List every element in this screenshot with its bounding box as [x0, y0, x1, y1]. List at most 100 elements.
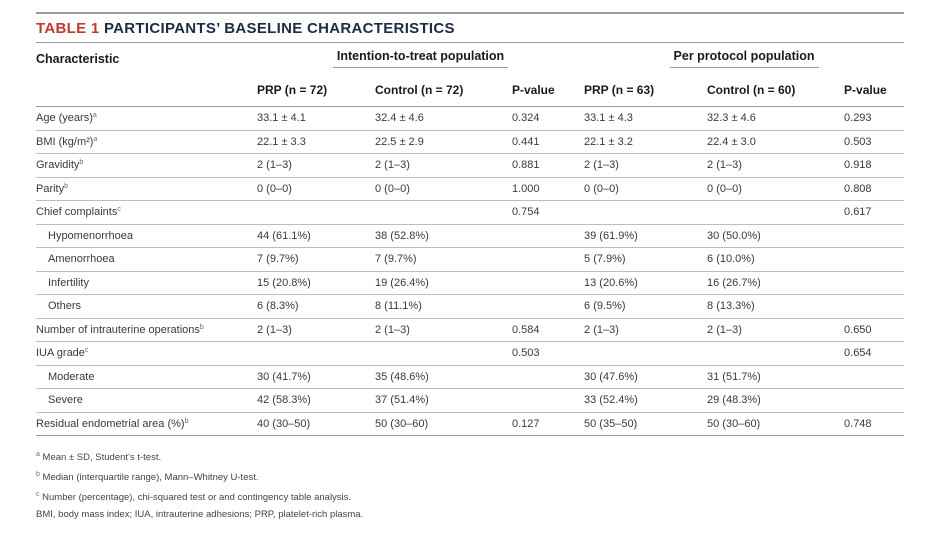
- table-cell: 50 (35–50): [584, 412, 708, 436]
- table-row: Parityb 0 (0–0) 0 (0–0) 1.000 0 (0–0) 0 (0–0)…: [36, 177, 905, 201]
- table-cell: [844, 224, 905, 248]
- table-cell: 0 (0–0): [375, 177, 512, 201]
- table-cell: [844, 294, 905, 319]
- row-label-cell: Others: [36, 294, 257, 319]
- row-label: Amenorrhoea: [48, 253, 115, 266]
- table-row: Amenorrhoea 7 (9.7%) 7 (9.7%) 5 (7.9%) 6 (10…: [36, 247, 905, 272]
- table-cell: 31 (51.7%): [707, 365, 845, 389]
- itt-group-label: Intention-to-treat population: [332, 49, 509, 68]
- column-header: PRP (n = 63): [584, 74, 708, 107]
- row-label: BMI (kg/m²): [36, 135, 94, 148]
- table-row: Gravidityb 2 (1–3) 2 (1–3) 0.881 2 (1–3) 2 (1…: [36, 153, 905, 178]
- footnote-marker: b: [36, 471, 40, 478]
- table-row: Number of intrauterine operationsb 2 (1–3…: [36, 318, 905, 342]
- table-cell: [707, 200, 845, 225]
- footnote-marker: b: [64, 182, 69, 190]
- table-cell: 0.754: [512, 200, 585, 225]
- footnote-marker: b: [79, 159, 84, 167]
- table-body: Age (years)a 33.1 ± 4.1 32.4 ± 4.6 0.324 33.…: [36, 106, 905, 436]
- column-header: P-value: [512, 74, 585, 107]
- row-label: Age (years): [36, 112, 93, 125]
- footnote: c Number (percentage), chi-squared test …: [36, 486, 363, 506]
- row-label: Others: [48, 300, 82, 313]
- footnote-marker: c: [36, 491, 40, 498]
- footnote-marker: b: [184, 417, 189, 425]
- footnote-marker: a: [93, 135, 98, 143]
- table-row: Chief complaintsc 0.754 0.617: [36, 200, 905, 225]
- characteristic-header: Characteristic: [36, 42, 257, 74]
- table-cell: 0.127: [512, 412, 585, 436]
- baseline-table: Characteristic Intention-to-treat popula…: [36, 42, 905, 436]
- table-cell: 30 (50.0%): [707, 224, 845, 248]
- table-cell: 30 (41.7%): [257, 365, 375, 389]
- footnote-text: BMI, body mass index; IUA, intrauterine …: [36, 509, 364, 520]
- table-cell: 2 (1–3): [257, 153, 375, 178]
- row-label-cell: Parityb: [36, 177, 257, 201]
- table-cell: 6 (8.3%): [257, 294, 375, 319]
- row-label-cell: Age (years)a: [36, 106, 257, 131]
- table-cell: 2 (1–3): [707, 153, 845, 178]
- row-label: Parity: [36, 182, 65, 195]
- table-row: Hypomenorrhoea 44 (61.1%) 38 (52.8%) 39 (61…: [36, 224, 905, 248]
- table-cell: 0.808: [844, 177, 905, 201]
- table-cell: 33 (52.4%): [584, 388, 708, 413]
- table-cell: 44 (61.1%): [257, 224, 375, 248]
- table-cell: 0 (0–0): [584, 177, 708, 201]
- table-cell: [844, 271, 905, 295]
- table-cell: 39 (61.9%): [584, 224, 708, 248]
- table-cell: 7 (9.7%): [375, 247, 512, 272]
- table-cell: 15 (20.8%): [257, 271, 375, 295]
- table-row: Others 6 (8.3%) 8 (11.1%) 6 (9.5%) 8 (13.3%): [36, 294, 905, 319]
- table-cell: 22.5 ± 2.9: [375, 130, 512, 154]
- row-label-cell: Chief complaintsc: [36, 200, 257, 225]
- table-cell: [512, 365, 585, 389]
- table-cell: [257, 200, 375, 225]
- row-label: Infertility: [48, 276, 89, 289]
- footnote-text: Number (percentage), chi-squared test or…: [42, 492, 352, 503]
- footnotes: a Mean ± SD, Student’s t-test. b Median (…: [36, 446, 363, 523]
- row-label-cell: IUA gradec: [36, 341, 257, 366]
- table-cell: [375, 341, 512, 366]
- table-cell: [512, 388, 585, 413]
- table-cell: [844, 247, 905, 272]
- table-cell: 13 (20.6%): [584, 271, 708, 295]
- table-cell: [844, 388, 905, 413]
- table-cell: 22.1 ± 3.2: [584, 130, 708, 154]
- table-row: IUA gradec 0.503 0.654: [36, 341, 905, 366]
- column-header: P-value: [844, 74, 905, 107]
- footnote: b Median (interquartile range), Mann–Whi…: [36, 466, 363, 486]
- table-cell: 42 (58.3%): [257, 388, 375, 413]
- table-cell: 6 (9.5%): [584, 294, 708, 319]
- row-label: Severe: [48, 394, 83, 407]
- table-cell: 32.3 ± 4.6: [707, 106, 845, 131]
- table-cell: 8 (13.3%): [707, 294, 845, 319]
- table-cell: 0.441: [512, 130, 585, 154]
- column-header: Control (n = 72): [375, 74, 512, 107]
- row-label: IUA grade: [36, 347, 85, 360]
- table-cell: 2 (1–3): [707, 318, 845, 342]
- table-cell: [844, 365, 905, 389]
- table-cell: 50 (30–60): [707, 412, 845, 436]
- row-label-cell: Hypomenorrhoea: [36, 224, 257, 248]
- table-cell: 1.000: [512, 177, 585, 201]
- table-cell: [257, 341, 375, 366]
- row-label: Chief complaints: [36, 206, 118, 219]
- table-cell: 0.650: [844, 318, 905, 342]
- itt-group-header: Intention-to-treat population: [257, 42, 585, 74]
- table-cell: 0.324: [512, 106, 585, 131]
- table-cell: 50 (30–60): [375, 412, 512, 436]
- table-title-text: PARTICIPANTS’ BASELINE CHARACTERISTICS: [103, 20, 455, 37]
- table-row: Infertility 15 (20.8%) 19 (26.4%) 13 (20.6%…: [36, 271, 905, 295]
- table-cell: 6 (10.0%): [707, 247, 845, 272]
- footnote: a Mean ± SD, Student’s t-test.: [36, 446, 363, 466]
- table-cell: 2 (1–3): [584, 318, 708, 342]
- table-cell: [707, 341, 845, 366]
- table-cell: 37 (51.4%): [375, 388, 512, 413]
- table-cell: 16 (26.7%): [707, 271, 845, 295]
- table-cell: 5 (7.9%): [584, 247, 708, 272]
- table-cell: [512, 271, 585, 295]
- table-title: TABLE 1 PARTICIPANTS’ BASELINE CHARACTER…: [36, 20, 455, 37]
- table-cell: 30 (47.6%): [584, 365, 708, 389]
- table-cell: [512, 247, 585, 272]
